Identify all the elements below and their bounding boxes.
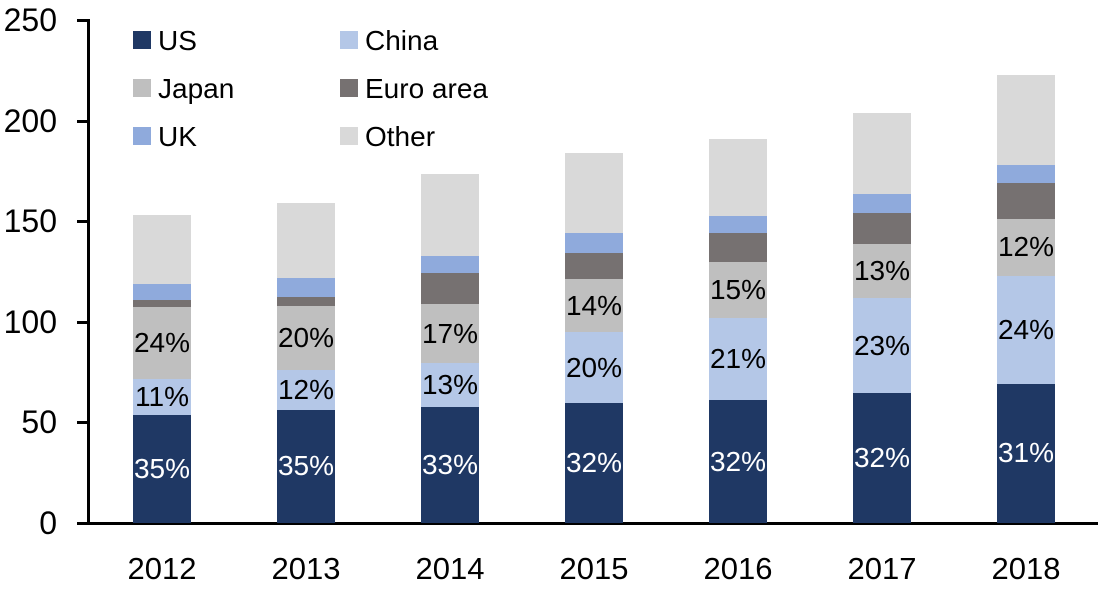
- y-tick-label-250: 250: [3, 2, 57, 38]
- bar-label-china-2014: 13%: [421, 368, 479, 400]
- bar-segment-other-2016: [709, 138, 767, 216]
- y-tick-label-50: 50: [21, 404, 57, 441]
- legend-swatch-other: [340, 127, 358, 145]
- bar-label-china-2012: 11%: [135, 380, 189, 412]
- bar-label-japan-2018: 12%: [997, 231, 1055, 263]
- bar-label-china-2016: 21%: [709, 343, 767, 375]
- bar-segment-japan-2018: [997, 218, 1055, 276]
- x-axis-label-2016: 2016: [703, 551, 773, 586]
- x-axis-line: [77, 522, 1098, 525]
- bar-label-japan-2017: 13%: [853, 254, 911, 286]
- bar-segment-japan-2012: [133, 306, 191, 379]
- bar-segment-us-2016: [709, 400, 767, 523]
- x-axis-label-2013: 2013: [271, 551, 341, 586]
- bar-segment-china-2017: [853, 298, 911, 393]
- bar-segment-china-2015: [565, 332, 623, 404]
- y-tick-label-150: 150: [3, 203, 57, 240]
- bar-segment-other-2018: [997, 74, 1055, 166]
- bar-segment-japan-2016: [709, 262, 767, 318]
- bar-segment-us-2013: [277, 409, 335, 523]
- bar-label-us-2014: 33%: [421, 448, 479, 480]
- bar-label-china-2013: 12%: [277, 374, 335, 405]
- x-axis-label-2018: 2018: [991, 551, 1061, 586]
- x-axis-label-2015: 2015: [559, 551, 629, 586]
- bar-segment-euro-area-2013: [277, 297, 335, 306]
- y-axis-line: [87, 19, 90, 524]
- y-tick-label-100: 100: [3, 303, 57, 340]
- bar-label-us-2018: 31%: [997, 437, 1055, 469]
- bar-segment-euro-area-2012: [133, 300, 191, 307]
- y-tick-label-200: 200: [3, 102, 57, 139]
- legend-label-us: US: [158, 25, 197, 56]
- bar-segment-uk-2013: [277, 277, 335, 298]
- legend-label-japan: Japan: [158, 73, 235, 104]
- bar-label-japan-2013: 20%: [277, 321, 335, 353]
- y-tick-label-0: 0: [39, 505, 57, 541]
- x-axis-label-2017: 2017: [847, 551, 917, 586]
- bar-segment-euro-area-2017: [853, 212, 911, 244]
- bar-segment-japan-2017: [853, 243, 911, 299]
- bar-segment-euro-area-2016: [709, 233, 767, 263]
- bar-label-us-2013: 35%: [277, 450, 335, 482]
- y-tick-250: [77, 19, 87, 22]
- bar-label-us-2016: 32%: [709, 445, 767, 477]
- bar-label-japan-2015: 14%: [565, 289, 623, 321]
- y-tick-0: [77, 522, 87, 525]
- bar-segment-uk-2015: [565, 233, 623, 253]
- bar-segment-euro-area-2014: [421, 272, 479, 305]
- y-tick-200: [77, 119, 87, 123]
- bar-label-china-2015: 20%: [565, 351, 623, 383]
- bar-segment-uk-2012: [133, 283, 191, 301]
- bar-label-us-2017: 32%: [853, 442, 911, 473]
- bar-segment-other-2013: [277, 203, 335, 278]
- bar-label-japan-2016: 15%: [709, 274, 767, 305]
- bar-segment-other-2012: [133, 215, 191, 284]
- bar-segment-china-2013: [277, 370, 335, 410]
- bar-segment-us-2018: [997, 383, 1055, 523]
- legend-swatch-uk: [133, 127, 151, 145]
- bar-segment-other-2017: [853, 112, 911, 195]
- y-tick-50: [77, 421, 87, 425]
- y-tick-100: [77, 320, 87, 324]
- legend-label-uk: UK: [158, 121, 197, 152]
- bar-segment-japan-2015: [565, 279, 623, 333]
- legend-swatch-us: [133, 31, 151, 49]
- bar-segment-china-2016: [709, 317, 767, 401]
- bar-segment-uk-2017: [853, 194, 911, 213]
- bar-label-us-2012: 35%: [133, 452, 191, 484]
- bar-segment-us-2014: [421, 406, 479, 523]
- legend-swatch-japan: [133, 79, 151, 97]
- bar-segment-china-2012: [133, 378, 191, 415]
- legend-swatch-euro-area: [340, 79, 358, 97]
- bar-segment-us-2015: [565, 403, 623, 523]
- x-axis-label-2012: 2012: [127, 551, 197, 586]
- bar-segment-japan-2013: [277, 305, 335, 371]
- bar-label-japan-2012: 24%: [133, 326, 191, 358]
- bar-label-us-2015: 32%: [565, 447, 623, 479]
- legend-label-euro-area: Euro area: [365, 73, 488, 104]
- bar-label-china-2018: 24%: [997, 313, 1055, 345]
- bar-segment-euro-area-2015: [565, 252, 623, 280]
- bar-segment-china-2014: [421, 363, 479, 407]
- legend-swatch-china: [340, 31, 358, 49]
- bar-segment-euro-area-2018: [997, 182, 1055, 219]
- bar-segment-uk-2014: [421, 256, 479, 273]
- y-tick-150: [77, 220, 87, 224]
- bar-label-japan-2014: 17%: [421, 317, 479, 349]
- bar-segment-us-2012: [133, 414, 191, 523]
- x-axis-label-2014: 2014: [415, 551, 485, 586]
- bar-segment-uk-2016: [709, 215, 767, 234]
- bar-segment-us-2017: [853, 393, 911, 523]
- bar-segment-other-2015: [565, 152, 623, 234]
- bar-segment-china-2018: [997, 275, 1055, 384]
- bar-segment-other-2014: [421, 173, 479, 256]
- legend-label-other: Other: [365, 121, 436, 152]
- legend-label-china: China: [365, 25, 439, 56]
- bar-segment-uk-2018: [997, 165, 1055, 183]
- bar-segment-japan-2014: [421, 304, 479, 364]
- bar-label-china-2017: 23%: [853, 329, 911, 361]
